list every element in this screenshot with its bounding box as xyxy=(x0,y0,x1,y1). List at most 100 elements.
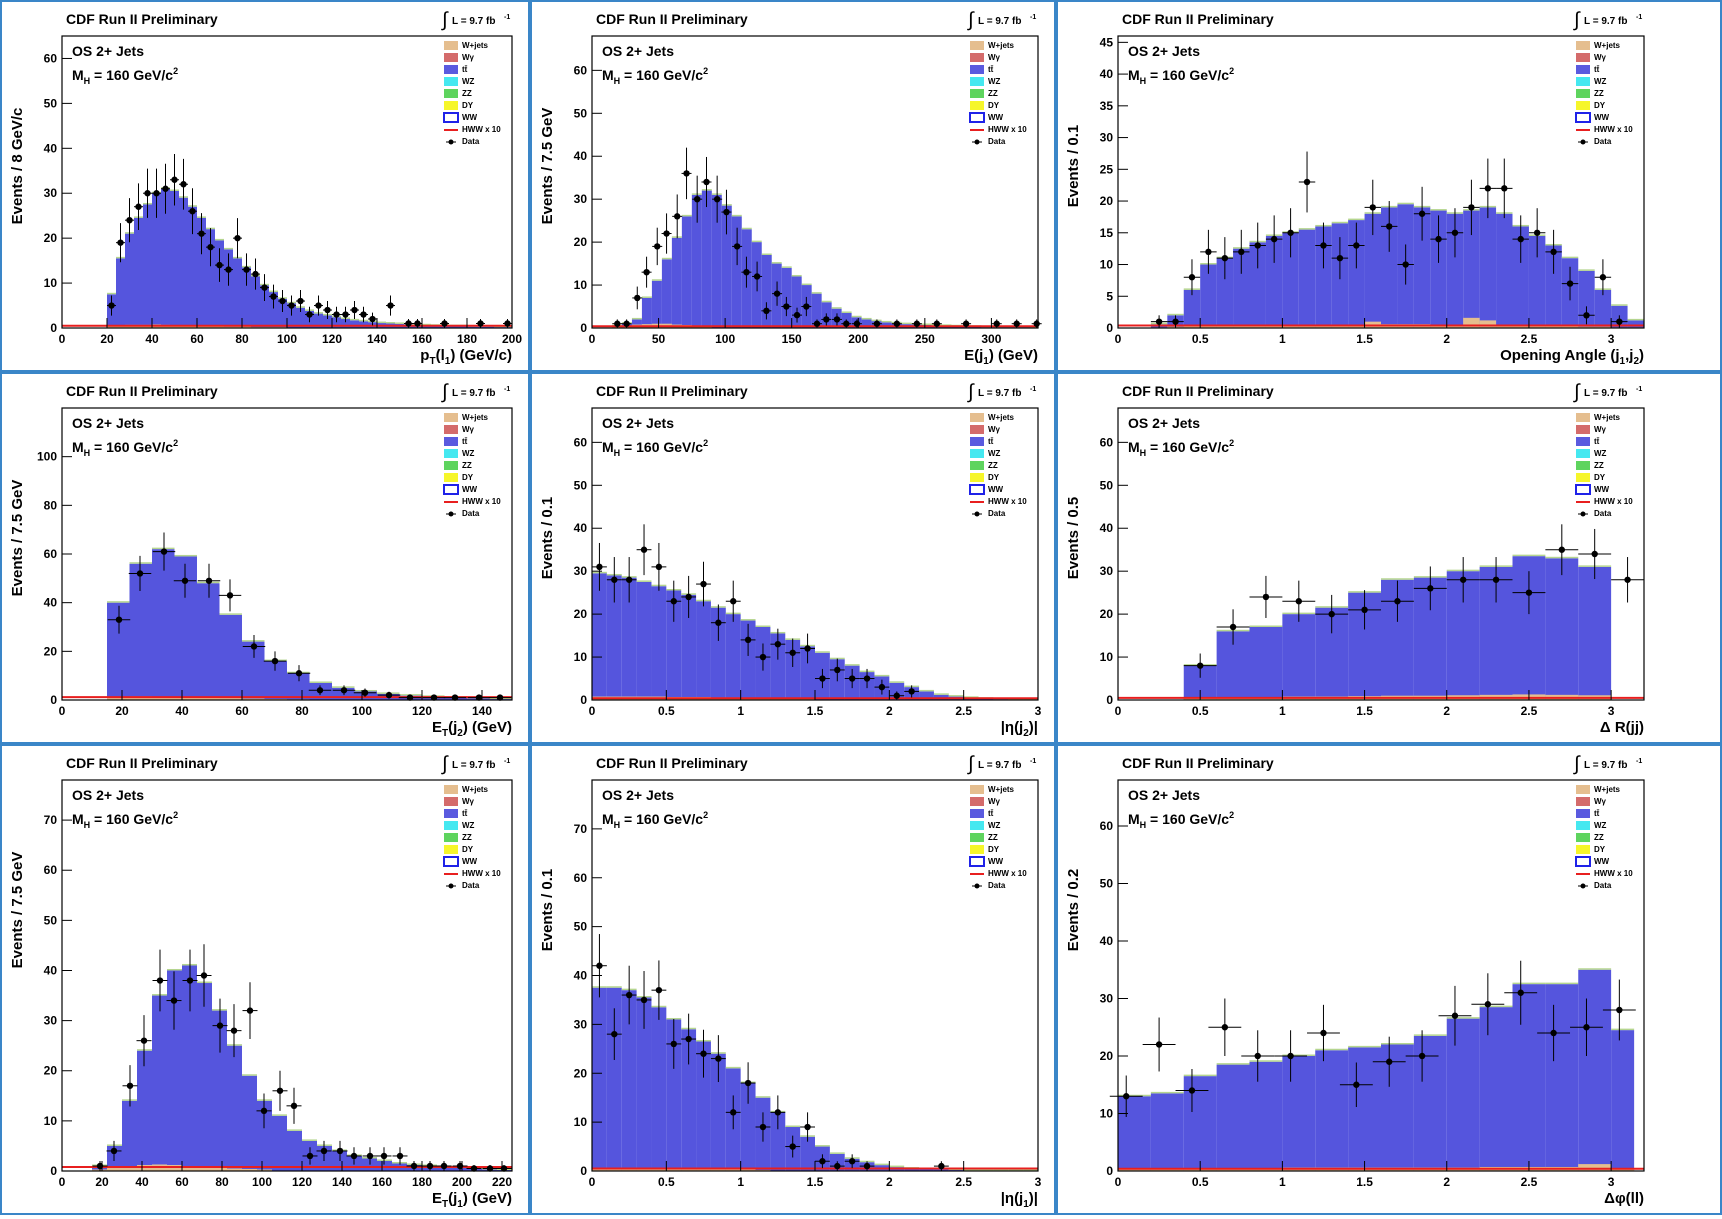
y-tick-label: 30 xyxy=(1100,992,1114,1006)
stack-bar xyxy=(296,307,305,328)
data-points xyxy=(1109,960,1636,1117)
stack-top-band xyxy=(152,547,175,550)
data-point xyxy=(1561,266,1579,301)
stack-bars xyxy=(592,571,1038,700)
stack-bar xyxy=(251,276,260,328)
data-point xyxy=(212,998,228,1053)
legend-label: ZZ xyxy=(462,461,472,470)
data-point xyxy=(666,1019,682,1069)
legend-item: WW xyxy=(1575,856,1610,867)
wjets-bar xyxy=(1216,325,1234,328)
data-point xyxy=(197,213,206,255)
x-tick-label: 300 xyxy=(981,332,1001,346)
panel-frame xyxy=(530,0,1056,372)
data-point xyxy=(332,306,341,323)
wjets-bar xyxy=(188,325,197,328)
wjets-bar xyxy=(197,1166,212,1171)
legend: W+jets Wγ tt̄ WZ ZZ DY WW HWW x 10 Data xyxy=(969,785,1027,890)
legend-item: WZ xyxy=(970,449,1001,458)
panel-frame xyxy=(1056,0,1722,372)
data-point xyxy=(1339,1062,1373,1108)
data-points xyxy=(1183,524,1644,678)
integral-symbol: ∫ xyxy=(967,9,975,31)
stack-top-band xyxy=(815,1145,830,1147)
wjets-bar xyxy=(696,1168,711,1171)
data-point xyxy=(725,580,741,622)
lumi-text: L = 9.7 fb xyxy=(452,16,495,27)
x-tick-label: 60 xyxy=(190,332,204,346)
data-point xyxy=(859,668,875,689)
legend-item: DY xyxy=(1576,473,1606,482)
y-tick-label: 60 xyxy=(44,863,58,877)
legend-item: DY xyxy=(970,101,1000,110)
x-tick-label: 0.5 xyxy=(1192,1175,1209,1189)
legend-label: WW xyxy=(462,113,478,122)
stack-top-band xyxy=(1331,221,1349,224)
stack-bar xyxy=(1430,210,1447,328)
data-point xyxy=(844,668,860,689)
data-point xyxy=(1611,557,1644,603)
wjets-bar xyxy=(122,1166,137,1171)
legend-label: HWW x 10 xyxy=(462,125,501,134)
legend-item: W+jets xyxy=(970,785,1015,794)
legend-label: Data xyxy=(1594,509,1612,518)
lumi-exponent: -1 xyxy=(1030,386,1036,393)
wjets-bar xyxy=(107,697,130,700)
legend-item: Data xyxy=(1578,509,1612,518)
data-point xyxy=(632,286,643,310)
stack-bar xyxy=(1381,207,1398,328)
data-point xyxy=(1594,259,1612,296)
wjets-bar xyxy=(1200,325,1217,328)
wjets-bar xyxy=(1463,317,1480,328)
wjets-bar xyxy=(107,1167,122,1171)
data-point xyxy=(422,694,446,701)
stack-top-band xyxy=(1023,1169,1038,1171)
legend-label: WZ xyxy=(988,821,1001,830)
stack-top-band xyxy=(681,214,692,217)
data-point xyxy=(696,561,711,607)
data-point xyxy=(889,691,905,700)
x-tick-label: 1.5 xyxy=(807,1175,824,1189)
x-tick-label: 0 xyxy=(1115,332,1122,346)
y-tick-label: 0 xyxy=(1106,693,1113,707)
stack-top-band xyxy=(386,322,395,324)
x-tick-label: 140 xyxy=(472,704,492,718)
wjets-bar xyxy=(1150,1169,1184,1171)
legend-label: WW xyxy=(988,485,1004,494)
data-point xyxy=(362,1147,378,1165)
y-tick-label: 35 xyxy=(1100,99,1114,113)
y-tick-label: 30 xyxy=(574,1017,588,1031)
x-tick-label: 200 xyxy=(452,1175,472,1189)
x-tick-label: 100 xyxy=(277,332,297,346)
channel-label: OS 2+ Jets xyxy=(1128,415,1200,431)
stack-bar xyxy=(485,326,494,328)
data-point xyxy=(740,1062,756,1104)
legend-label: WW xyxy=(988,857,1004,866)
stack-top-band xyxy=(755,1096,771,1098)
integral-symbol: ∫ xyxy=(1573,381,1581,403)
stack-bar xyxy=(242,1075,257,1171)
x-tick-label: 1.5 xyxy=(807,704,824,718)
legend-item: HWW x 10 xyxy=(444,497,501,506)
stack-top-band xyxy=(1446,1017,1480,1019)
y-tick-label: 20 xyxy=(1100,194,1114,208)
panel-frame xyxy=(1056,744,1722,1215)
stack-bar xyxy=(1446,213,1464,328)
integral-symbol: ∫ xyxy=(441,753,449,775)
data-point xyxy=(323,301,332,320)
data-point xyxy=(1446,557,1480,603)
legend-item: tt̄ xyxy=(1576,437,1600,446)
x-tick-label: 2 xyxy=(886,704,893,718)
legend-item: tt̄ xyxy=(444,437,468,446)
legend-label: WZ xyxy=(988,449,1001,458)
data-point xyxy=(621,319,632,328)
x-tick-label: 3 xyxy=(1035,1175,1042,1189)
y-axis-label: Events / 0.1 xyxy=(1065,125,1082,208)
legend-label: DY xyxy=(462,845,474,854)
data-point xyxy=(1512,215,1529,263)
x-tick-label: 2 xyxy=(1443,332,1450,346)
legend-label: DY xyxy=(462,473,474,482)
stack-bar xyxy=(1315,1050,1349,1171)
stack-top-band xyxy=(224,247,233,250)
data-point xyxy=(1372,1036,1406,1087)
